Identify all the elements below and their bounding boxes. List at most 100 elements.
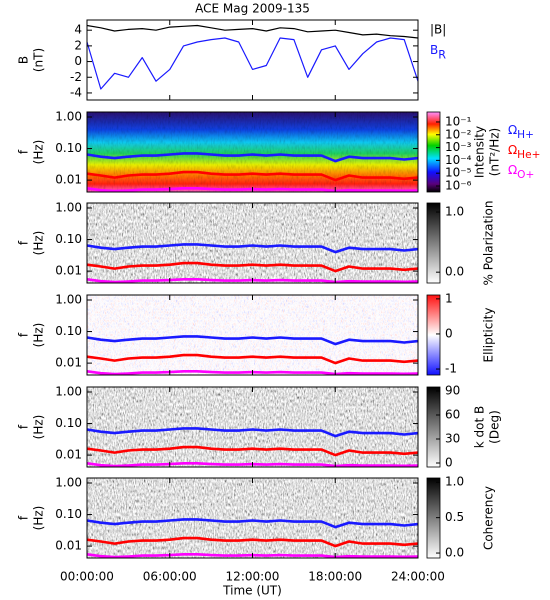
x-tick-label: 06:00:00 [143, 570, 197, 584]
y-tick-label: 0.10 [55, 324, 82, 338]
colorbar-tick-label: 1 [445, 291, 453, 305]
y-tick-label: 4 [74, 23, 82, 37]
gyrofrequency-line [86, 243, 419, 254]
legend-sub: H+ [517, 129, 534, 141]
y-tick-label: 0.01 [55, 173, 82, 187]
y-tick-label: 0.10 [55, 232, 82, 246]
colorbar-tick-label: 60 [445, 408, 460, 422]
legend-entry: ΩH+ [508, 123, 534, 142]
spectrogram [87, 295, 418, 375]
y-tick-label: 0.01 [55, 448, 82, 462]
data-line [86, 37, 419, 90]
gyrofrequency-line [86, 445, 419, 457]
colorbar-tick-label: 1.0 [445, 475, 464, 489]
colorbar-tick-label: 10⁻³ [445, 140, 472, 154]
colorbar [426, 386, 441, 468]
legend-name: Ω [508, 163, 517, 177]
plot-area [87, 20, 418, 100]
colorbar-label: Ellipticity [482, 308, 496, 363]
colorbar-tick-label: 1.0 [445, 205, 464, 219]
gyrofrequency-line [86, 353, 419, 365]
colorbar-tick-label: 10⁻¹ [445, 114, 472, 128]
y-tick-label: 0.10 [55, 141, 82, 155]
legend-name: Ω [508, 123, 517, 137]
y-tick-label: 1.00 [55, 475, 82, 489]
colorbar-tick-label: 10⁻⁴ [445, 153, 472, 167]
y-axis-label: (Hz) [32, 506, 46, 531]
y-tick-label: -4 [70, 85, 82, 99]
chart-title: ACE Mag 2009-135 [195, 2, 310, 16]
y-tick-label: 2 [74, 38, 82, 52]
gyrofrequency-line [86, 152, 419, 163]
x-axis-label: Time (UT) [222, 584, 282, 598]
gyrofrequency-line [86, 518, 419, 529]
y-tick-label: -2 [70, 70, 82, 84]
x-tick-label: 24:00:00 [391, 570, 445, 584]
colorbar-tick-label: 0.0 [445, 265, 464, 279]
data-line [86, 24, 419, 39]
spectrogram [87, 112, 418, 192]
colorbar-tick-label: 0 [445, 456, 453, 470]
colorbar-tick-label: 10⁻⁶ [445, 178, 472, 192]
colorbar-label: k dot B [473, 406, 487, 448]
y-axis-label: f [17, 149, 31, 154]
spectrogram [87, 478, 418, 558]
x-tick-label: 12:00:00 [226, 570, 280, 584]
colorbar-tick-label: 0.5 [445, 510, 464, 524]
colorbar [426, 111, 441, 193]
y-axis-label: B [17, 56, 31, 64]
colorbar-tick-label: 90 [445, 384, 460, 398]
x-tick-label: 18:00:00 [308, 570, 362, 584]
legend-entry: ΩHe+ [508, 143, 540, 162]
y-axis-label: f [17, 240, 31, 245]
y-tick-label: 1.00 [55, 384, 82, 398]
y-axis-label: (Hz) [32, 140, 46, 165]
colorbar-label: % Polarization [482, 201, 496, 286]
y-axis-label: f [17, 424, 31, 429]
legend-sub: He+ [517, 149, 540, 161]
colorbar-tick-label: 0 [445, 326, 453, 340]
colorbar-label: Intensity [473, 126, 487, 178]
gyrofrequency-line [86, 427, 419, 438]
y-axis-label: (Hz) [32, 323, 46, 348]
y-tick-label: 0.10 [55, 416, 82, 430]
colorbar [426, 202, 441, 284]
y-axis-label: f [17, 332, 31, 337]
gyrofrequency-line [86, 536, 419, 548]
colorbar-label: Coherency [482, 486, 496, 550]
y-tick-label: 0.01 [55, 539, 82, 553]
y-tick-label: 1.00 [55, 200, 82, 214]
y-tick-label: 0.01 [55, 264, 82, 278]
legend-entry: BR [430, 43, 446, 62]
colorbar-tick-label: 10⁻⁵ [445, 166, 472, 180]
legend-sub: O+ [517, 169, 534, 181]
spectrogram [87, 203, 418, 283]
gyrofrequency-line [86, 261, 419, 273]
y-tick-label: 1.00 [55, 109, 82, 123]
spectrogram [87, 387, 418, 467]
legend-name: Ω [508, 143, 517, 157]
y-axis-label: (Hz) [32, 415, 46, 440]
colorbar-label: (Deg) [488, 410, 502, 444]
colorbar-tick-label: 0.0 [445, 546, 464, 560]
colorbar-label: (nT²/Hz) [488, 128, 502, 176]
y-tick-label: 0.10 [55, 507, 82, 521]
legend-entry: ΩO+ [508, 163, 534, 182]
legend-sub: R [438, 48, 446, 61]
legend-name: B [430, 43, 438, 57]
x-tick-label: 00:00:00 [60, 570, 114, 584]
gyrofrequency-line [86, 335, 419, 346]
colorbar-tick-label: 30 [445, 432, 460, 446]
y-axis-label: (nT) [32, 48, 46, 72]
y-axis-label: f [17, 515, 31, 520]
legend-entry: |B| [430, 23, 446, 37]
y-axis-label: (Hz) [32, 231, 46, 256]
y-tick-label: 1.00 [55, 292, 82, 306]
colorbar-tick-label: -1 [445, 362, 457, 376]
colorbar-tick-label: 10⁻² [445, 127, 472, 141]
y-tick-label: 0.01 [55, 356, 82, 370]
gyrofrequency-line [86, 170, 419, 182]
y-tick-label: 0 [74, 54, 82, 68]
colorbar [426, 294, 441, 376]
